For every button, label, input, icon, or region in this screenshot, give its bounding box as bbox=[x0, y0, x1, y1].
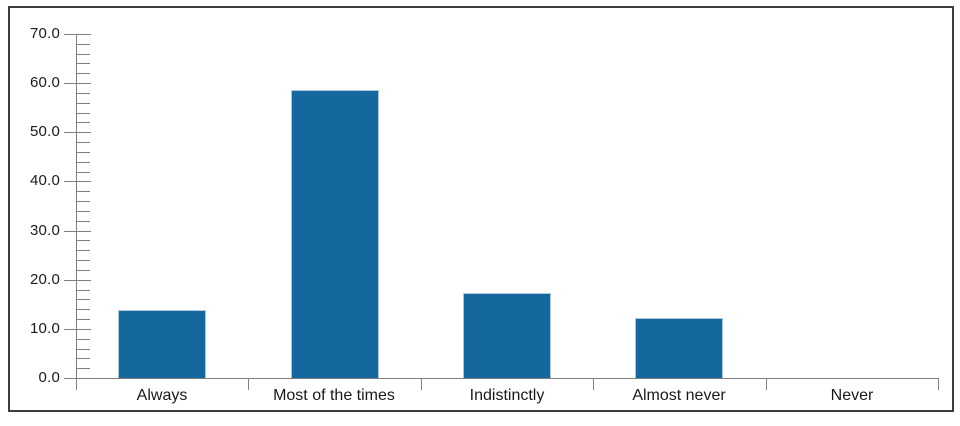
x-tick-label: Almost never bbox=[632, 387, 726, 404]
y-minor-tick bbox=[76, 73, 90, 74]
bar-indistinctly bbox=[463, 293, 551, 378]
y-tick-label: 50.0 bbox=[30, 123, 60, 140]
x-category-separator bbox=[766, 378, 767, 390]
y-axis-line bbox=[76, 34, 77, 390]
y-major-tick bbox=[64, 329, 91, 330]
y-minor-tick bbox=[76, 299, 90, 300]
x-category-separator bbox=[421, 378, 422, 390]
x-category-separator bbox=[938, 378, 939, 390]
y-major-tick bbox=[64, 181, 91, 182]
y-minor-tick bbox=[76, 172, 90, 173]
x-category-separator bbox=[248, 378, 249, 390]
x-tick-label: Most of the times bbox=[273, 387, 395, 404]
x-tick-label: Always bbox=[136, 387, 188, 404]
y-major-tick bbox=[64, 83, 91, 84]
y-minor-tick bbox=[76, 122, 90, 123]
y-tick-label: 10.0 bbox=[30, 320, 60, 337]
y-minor-tick bbox=[76, 44, 90, 45]
x-category-separator bbox=[76, 378, 77, 390]
x-tick-label: Indistinctly bbox=[469, 387, 545, 404]
y-tick-label: 20.0 bbox=[30, 271, 60, 288]
x-tick-label: Never bbox=[830, 387, 874, 404]
y-major-tick bbox=[64, 34, 91, 35]
y-tick-label: 60.0 bbox=[30, 74, 60, 91]
y-minor-tick bbox=[76, 250, 90, 251]
y-major-tick bbox=[64, 231, 91, 232]
x-category-separator bbox=[593, 378, 594, 390]
y-minor-tick bbox=[76, 270, 90, 271]
y-minor-tick bbox=[76, 152, 90, 153]
bar-most-of-the-times bbox=[291, 90, 379, 378]
y-minor-tick bbox=[76, 54, 90, 55]
y-minor-tick bbox=[76, 103, 90, 104]
y-minor-tick bbox=[76, 290, 90, 291]
y-major-tick bbox=[64, 132, 91, 133]
y-minor-tick bbox=[76, 349, 90, 350]
y-minor-tick bbox=[76, 240, 90, 241]
y-minor-tick bbox=[76, 339, 90, 340]
y-tick-label: 70.0 bbox=[30, 25, 60, 42]
y-minor-tick bbox=[76, 142, 90, 143]
y-minor-tick bbox=[76, 211, 90, 212]
y-major-tick bbox=[64, 280, 91, 281]
y-tick-label: 40.0 bbox=[30, 172, 60, 189]
y-tick-label: 0.0 bbox=[38, 369, 60, 386]
y-minor-tick bbox=[76, 93, 90, 94]
bar-almost-never bbox=[635, 318, 723, 378]
y-minor-tick bbox=[76, 309, 90, 310]
y-minor-tick bbox=[76, 368, 90, 369]
x-axis-line bbox=[76, 378, 938, 379]
y-minor-tick bbox=[76, 358, 90, 359]
y-minor-tick bbox=[76, 221, 90, 222]
y-minor-tick bbox=[76, 191, 90, 192]
y-minor-tick bbox=[76, 162, 90, 163]
y-minor-tick bbox=[76, 113, 90, 114]
figure-frame: 0.0 10.0 20.0 30.0 40.0 50.0 60.0 70.0 Always Mos… bbox=[8, 6, 954, 412]
bar-always bbox=[118, 310, 206, 378]
y-minor-tick bbox=[76, 319, 90, 320]
y-minor-tick bbox=[76, 63, 90, 64]
y-tick-label: 30.0 bbox=[30, 222, 60, 239]
y-minor-tick bbox=[76, 201, 90, 202]
y-minor-tick bbox=[76, 260, 90, 261]
